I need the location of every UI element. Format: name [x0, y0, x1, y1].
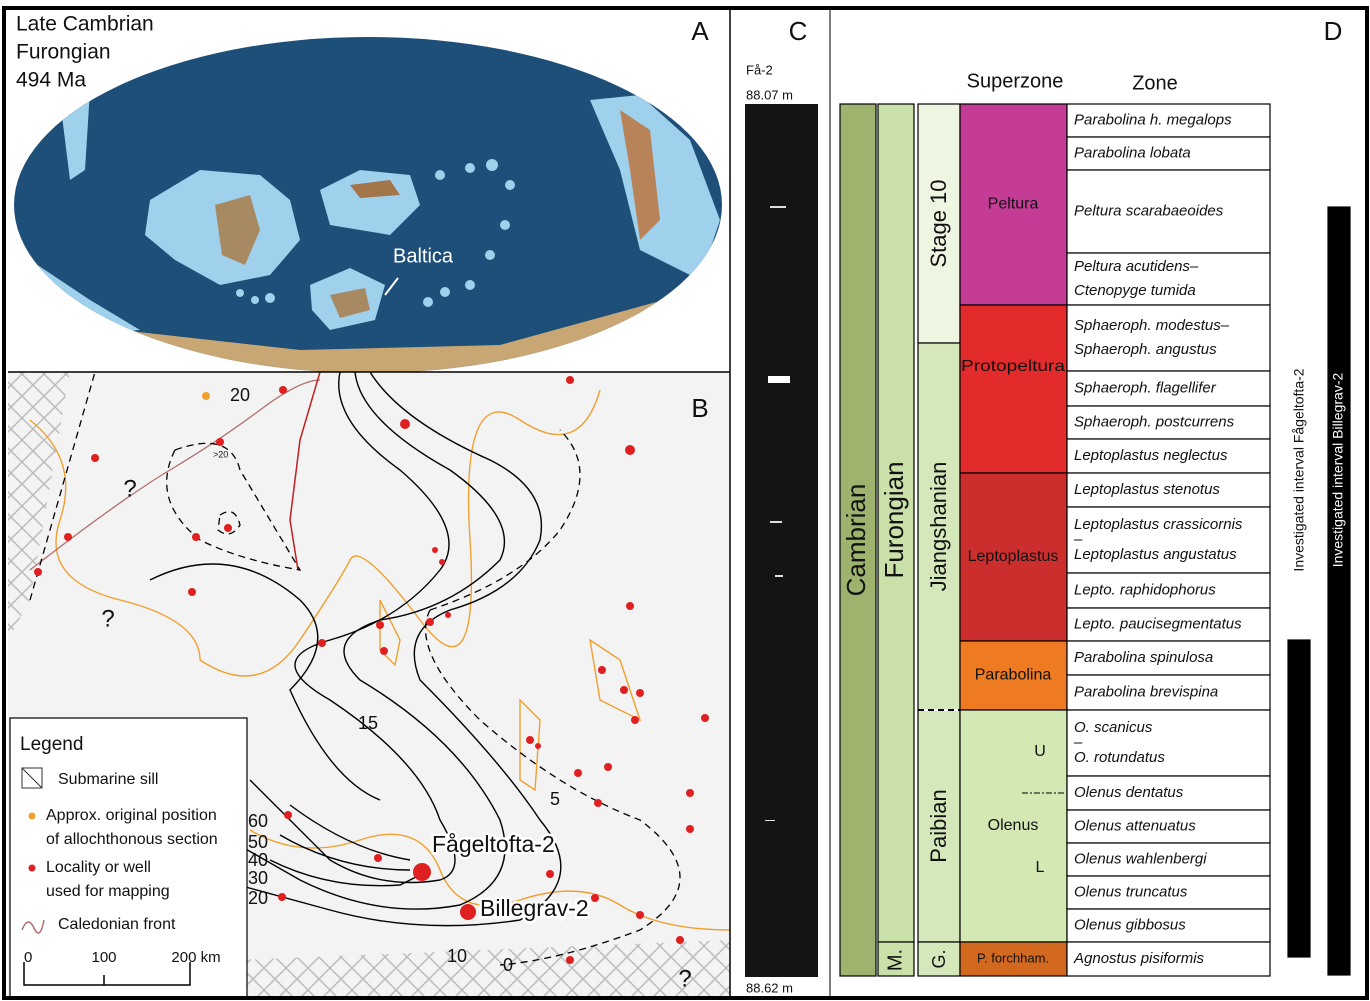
map-label: Baltica [393, 245, 454, 267]
superzone-label: P. forchham. [977, 950, 1049, 965]
zone-label: Sphaeroph. flagellifer [1074, 379, 1217, 396]
scale-label: 100 [91, 949, 116, 966]
legend-item: Approx. original position [46, 807, 217, 824]
system-label: Cambrian [841, 484, 871, 597]
zone-label: Leptoplastus angustatus [1074, 546, 1237, 563]
contour-label: 40 [248, 850, 268, 870]
panel-label: C [789, 16, 808, 46]
column-header: Superzone [967, 70, 1064, 92]
contour-label: 5 [550, 789, 560, 809]
legend-item: of allochthonous section [46, 831, 218, 848]
zone-label: Leptoplastus stenotus [1074, 481, 1220, 498]
contour-label: 30 [248, 868, 268, 888]
zone-label: Leptoplastus neglectus [1074, 447, 1228, 464]
globe-map [10, 37, 730, 380]
superzone-label: Peltura [988, 196, 1039, 213]
contour-label: 20 [248, 888, 268, 908]
zone-label: Olenus truncatus [1074, 883, 1188, 900]
legend-title: Legend [20, 734, 83, 755]
zone-label: Sphaeroph. angustus [1074, 341, 1217, 358]
zone-label: Sphaeroph. modestus– [1074, 317, 1230, 334]
core-photo [745, 104, 818, 977]
map-title: 494 Ma [16, 69, 86, 92]
superzone-label: Olenus [988, 817, 1039, 834]
zone-label: O. scanicus [1074, 719, 1153, 736]
interval-label: Investigated interval Fågeltofta-2 [1291, 368, 1307, 571]
stage-label: G. [929, 949, 949, 968]
zone-label: Leptoplastus crassicornis [1074, 516, 1243, 533]
well-label: Billegrav-2 [480, 895, 589, 921]
panel-label: D [1324, 16, 1343, 46]
zone-label: Parabolina brevispina [1074, 683, 1218, 700]
panel-label: B [691, 393, 708, 423]
legend-locality [29, 865, 36, 872]
well-label: Fågeltofta-2 [432, 831, 555, 857]
stage-label: Stage 10 [926, 179, 951, 267]
superzone-label: Protopeltura [961, 358, 1065, 375]
interval-bar [1288, 640, 1310, 957]
zone-label: Ctenopyge tumida [1074, 282, 1196, 299]
contour-label: 10 [447, 946, 467, 966]
subzone-label: U [1034, 743, 1046, 760]
subzone-label: L [1036, 859, 1045, 876]
contour-label: 50 [248, 832, 268, 852]
allochthonous-position [202, 392, 210, 400]
legend-item: Caledonian front [58, 916, 176, 933]
contour-label: 20 [230, 385, 250, 405]
zone-label: Olenus dentatus [1074, 784, 1184, 801]
contour-label: 0 [503, 955, 513, 975]
superzone-cell [960, 305, 1067, 473]
contour-map [8, 372, 730, 997]
stage-label: Jiangshanian [926, 462, 951, 592]
map-title: Late Cambrian [16, 13, 154, 36]
legend-allochthonous [29, 813, 36, 820]
panel-label: A [691, 16, 709, 46]
series-label: Furongian [879, 461, 909, 578]
scale-label: 0 [24, 949, 32, 966]
legend-item: Submarine sill [58, 771, 158, 788]
zone-label: O. rotundatus [1074, 749, 1165, 766]
contour-label: >20 [213, 449, 228, 459]
core-depth: 88.07 m [746, 87, 793, 102]
unknown-area: ? [101, 605, 114, 632]
zone-label: Peltura acutidens– [1074, 258, 1199, 275]
interval-bar [1328, 207, 1350, 975]
core-name: Få-2 [746, 62, 773, 77]
zone-label: Sphaeroph. postcurrens [1074, 413, 1235, 430]
scale-label: 200 km [171, 949, 220, 966]
column-header: Zone [1132, 72, 1178, 94]
superzone-label: Leptoplastus [968, 548, 1059, 565]
map-title: Furongian [16, 41, 111, 64]
page: {"panel_a": {"label": "A", "title_lines"… [0, 0, 1370, 1001]
stratigraphy-table [840, 104, 1350, 976]
core-depth: 88.62 m [746, 980, 793, 995]
contour-label: 60 [248, 811, 268, 831]
zone-label: Olenus attenuatus [1074, 817, 1196, 834]
well-marker [413, 863, 431, 881]
interval-label: Investigated interval Billegrav-2 [1330, 373, 1346, 568]
zone-label: Olenus gibbosus [1074, 916, 1186, 933]
zone-label: Parabolina lobata [1074, 144, 1191, 161]
superzone-label: Parabolina [975, 667, 1052, 684]
series-label: M. [884, 949, 906, 971]
contour-label: 15 [358, 713, 378, 733]
well-marker [460, 904, 476, 920]
zone-label: Lepto. raphidophorus [1074, 581, 1216, 598]
zone-label: Agnostus pisiformis [1073, 950, 1205, 967]
legend-item: Locality or well [46, 859, 151, 876]
unknown-area: ? [678, 965, 691, 992]
zone-label: Olenus wahlenbergi [1074, 850, 1207, 867]
zone-label: Parabolina spinulosa [1074, 649, 1213, 666]
unknown-area: ? [123, 475, 136, 502]
figure: A Late Cambrian Furongian 494 Ma Baltica B 20 1… [0, 0, 1370, 1001]
zone-label: Lepto. paucisegmentatus [1074, 615, 1242, 632]
zone-cell [1067, 305, 1270, 371]
zone-label: Peltura scarabaeoides [1074, 202, 1224, 219]
stage-label: Paibian [926, 789, 951, 862]
zone-label: Parabolina h. megalops [1074, 111, 1232, 128]
legend-item: used for mapping [46, 883, 170, 900]
